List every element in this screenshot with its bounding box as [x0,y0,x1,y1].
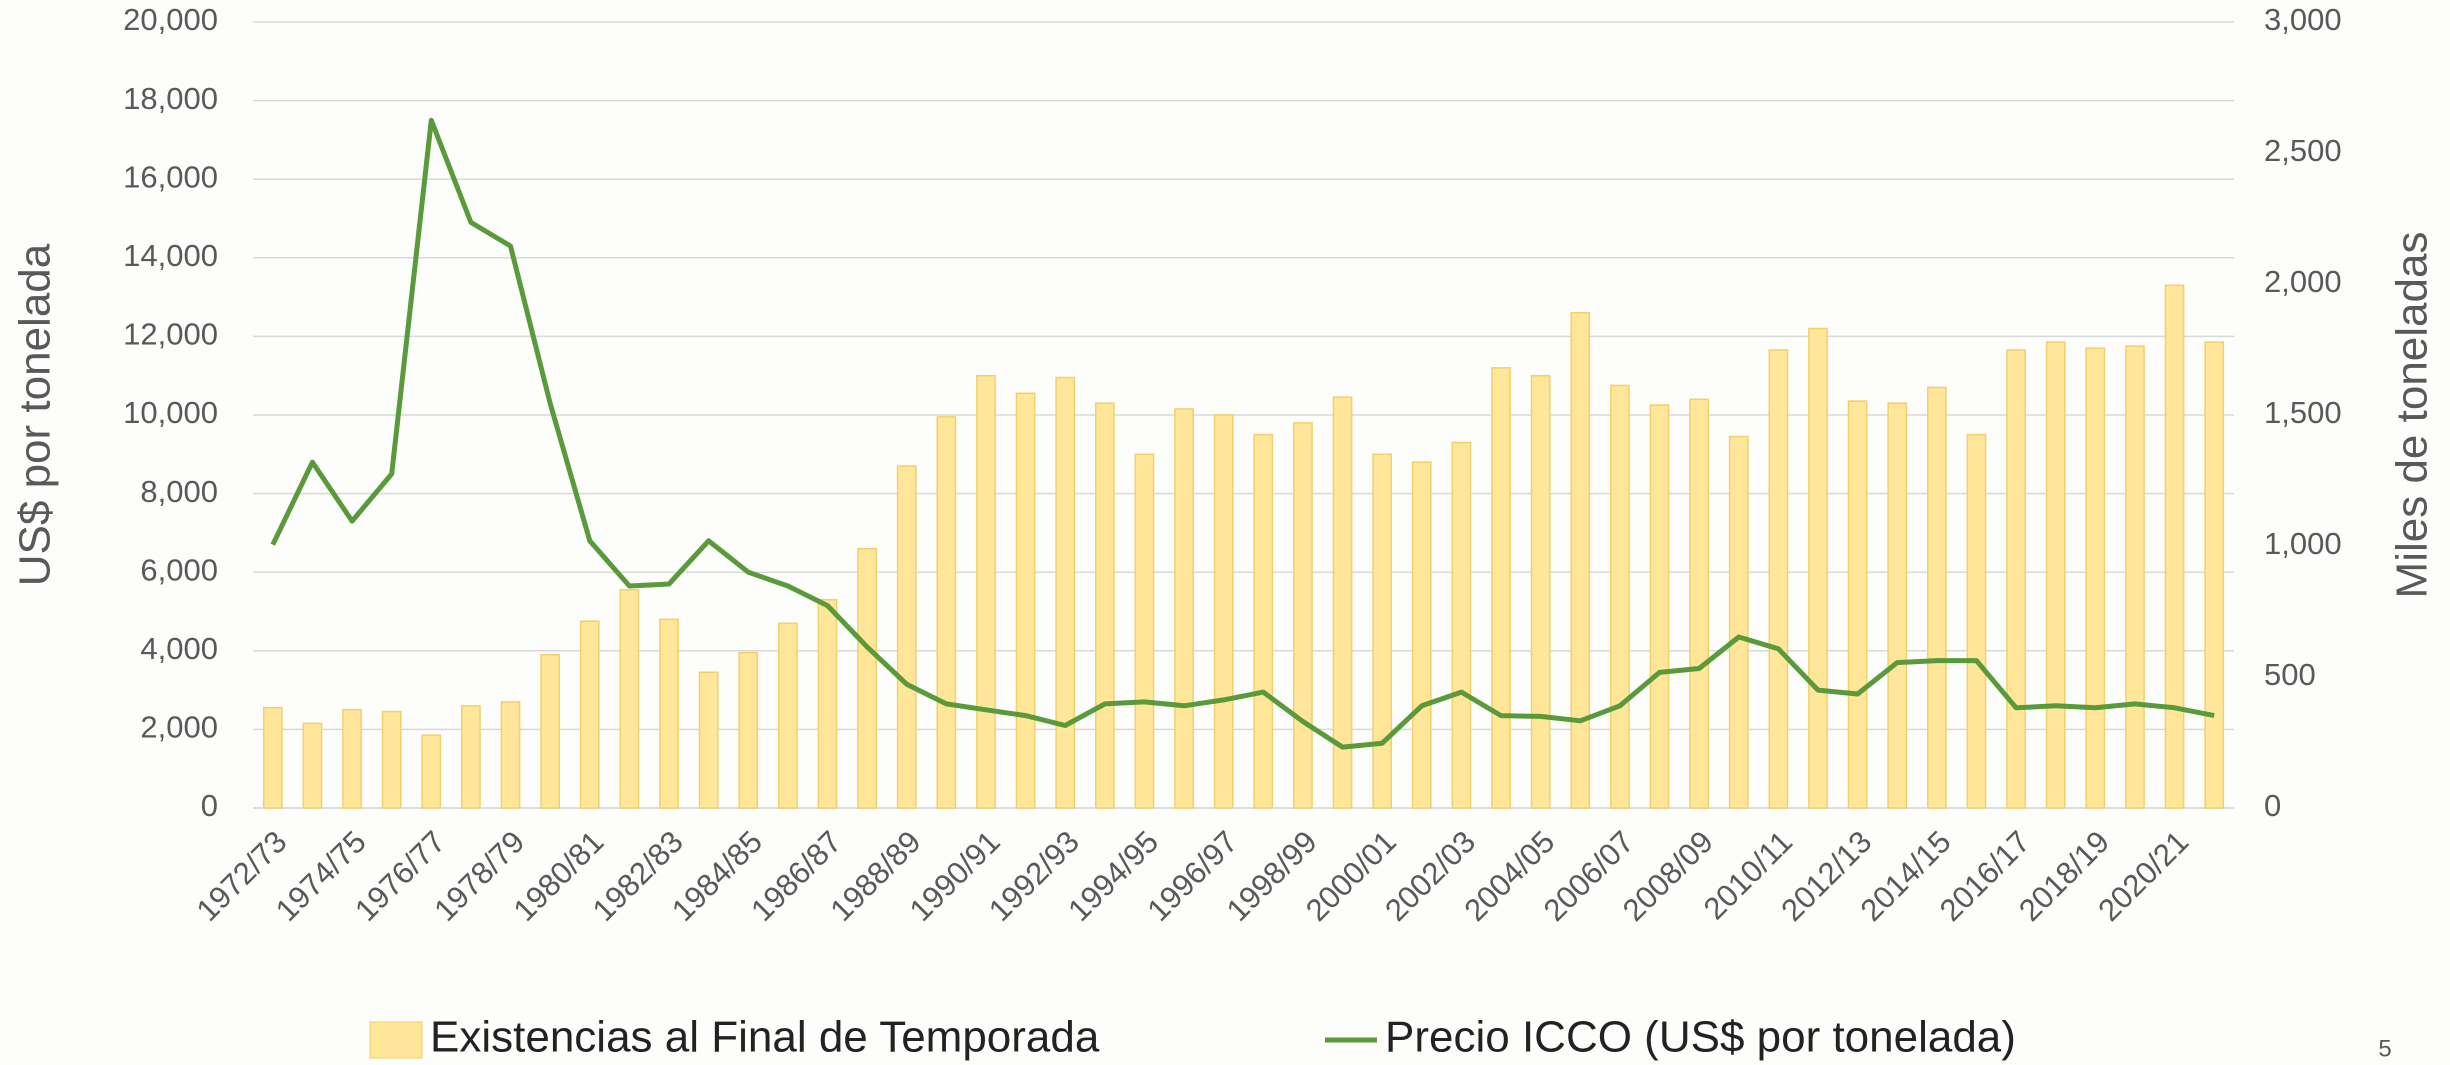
bar [2086,348,2104,808]
y2-tick-label: 500 [2264,657,2316,692]
y2-tick-label: 3,000 [2264,2,2342,37]
bar [700,672,718,808]
bar [303,723,321,808]
bar [898,466,916,808]
y-tick-label: 0 [201,788,218,823]
bar [1611,385,1629,808]
bar [620,590,638,808]
bar [2126,346,2144,808]
bar [660,619,678,808]
y-tick-label: 16,000 [123,159,218,194]
y-tick-label: 6,000 [140,552,218,587]
bar [1690,399,1708,808]
bar [343,710,361,808]
y2-tick-label: 0 [2264,788,2281,823]
legend-swatch [370,1022,422,1058]
bar [1016,393,1034,808]
bar [1175,409,1193,808]
bar [1769,350,1787,808]
bar [1928,387,1946,808]
bar [1888,403,1906,808]
bar [977,376,995,808]
bar [581,621,599,808]
y-tick-label: 14,000 [123,238,218,273]
bar [739,653,757,808]
bar [383,712,401,808]
bar [264,708,282,808]
bar [1254,435,1272,808]
bar [2007,350,2025,808]
legend-label: Existencias al Final de Temporada [430,1013,1100,1062]
legend-label: Precio ICCO (US$ por tonelada) [1385,1013,2016,1062]
bar [1056,378,1074,808]
y-tick-label: 18,000 [123,81,218,116]
bar [1571,313,1589,808]
bar [1967,435,1985,808]
bar [2047,342,2065,808]
bar [1294,423,1312,808]
bar [1809,329,1827,808]
bar [818,600,836,808]
page-number: 5 [2378,1035,2391,1062]
y2-tick-label: 1,500 [2264,395,2342,430]
bar [2205,342,2223,808]
bar [1373,454,1391,808]
y2-axis-title: Miles de toneladas [2388,232,2437,599]
bar [779,623,797,808]
bar [1215,415,1233,808]
y2-tick-label: 1,000 [2264,526,2342,561]
y2-tick-label: 2,500 [2264,133,2342,168]
bar [501,702,519,808]
bar [1413,462,1431,808]
y-tick-label: 2,000 [140,710,218,745]
y2-tick-label: 2,000 [2264,264,2342,299]
bar [462,706,480,808]
bar [2165,285,2183,808]
y-axis-title: US$ por tonelada [11,243,60,586]
y-tick-label: 4,000 [140,631,218,666]
bar [1452,443,1470,808]
bar [422,735,440,808]
bar [1096,403,1114,808]
bar [858,549,876,808]
y-tick-label: 10,000 [123,395,218,430]
bar [1848,401,1866,808]
chart: US$ por tonelada Miles de toneladas 5 0 2… [0,0,2450,1065]
bar [937,417,955,808]
bar [1532,376,1550,808]
y-tick-label: 20,000 [123,2,218,37]
bar [541,655,559,808]
bar [1650,405,1668,808]
y-tick-label: 12,000 [123,317,218,352]
y-tick-label: 8,000 [140,474,218,509]
bar [1730,436,1748,808]
bar [1135,454,1153,808]
bar [1492,368,1510,808]
